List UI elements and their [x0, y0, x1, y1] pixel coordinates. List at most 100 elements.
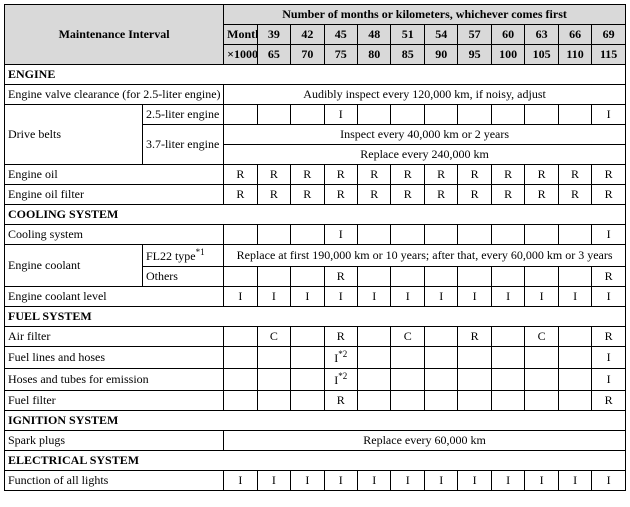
cell: R — [324, 185, 357, 205]
header-km-label: ×1000 km — [224, 45, 257, 65]
header-km: 95 — [458, 45, 491, 65]
cell: R — [257, 165, 290, 185]
header-month: 48 — [358, 25, 391, 45]
cell — [558, 369, 591, 391]
section-electrical: ELECTRICAL SYSTEM — [5, 451, 626, 471]
cell — [424, 267, 457, 287]
cell — [257, 225, 290, 245]
cell — [358, 391, 391, 411]
cell — [391, 391, 424, 411]
cell — [224, 267, 257, 287]
row-engine-coolant-others-label: Others — [142, 267, 223, 287]
cell: R — [558, 165, 591, 185]
cell — [424, 369, 457, 391]
row-engine-oil-filter-label: Engine oil filter — [5, 185, 224, 205]
row-lights-label: Function of all lights — [5, 471, 224, 491]
cell — [391, 347, 424, 369]
cell: I — [324, 225, 357, 245]
row-drive-belts-37-label: 3.7-liter engine — [142, 125, 223, 165]
cell — [291, 225, 324, 245]
cell — [458, 391, 491, 411]
section-ignition: IGNITION SYSTEM — [5, 411, 626, 431]
cell: I*2 — [324, 347, 357, 369]
cell — [424, 391, 457, 411]
cell: R — [224, 165, 257, 185]
cell: R — [257, 185, 290, 205]
cell — [558, 267, 591, 287]
header-km: 75 — [324, 45, 357, 65]
row-valve-clearance-label: Engine valve clearance (for 2.5-liter en… — [5, 85, 224, 105]
header-km: 65 — [257, 45, 290, 65]
cell — [257, 347, 290, 369]
cell: I — [358, 471, 391, 491]
header-month: 45 — [324, 25, 357, 45]
cell — [391, 267, 424, 287]
cell — [424, 347, 457, 369]
cell: R — [458, 185, 491, 205]
header-month: 39 — [257, 25, 290, 45]
cell — [458, 225, 491, 245]
cell — [391, 369, 424, 391]
cell: I — [291, 287, 324, 307]
cell — [491, 391, 524, 411]
row-hoses-emission-label: Hoses and tubes for emission — [5, 369, 224, 391]
cell: R — [525, 185, 558, 205]
row-engine-oil-label: Engine oil — [5, 165, 224, 185]
cell: I — [224, 471, 257, 491]
cell: R — [391, 185, 424, 205]
header-km: 105 — [525, 45, 558, 65]
cell: I — [592, 225, 626, 245]
cell: R — [592, 185, 626, 205]
row-air-filter-label: Air filter — [5, 327, 224, 347]
cell: R — [291, 185, 324, 205]
cell: I — [458, 471, 491, 491]
row-spark-plugs-label: Spark plugs — [5, 431, 224, 451]
maintenance-table: Maintenance Interval Number of months or… — [4, 4, 626, 491]
row-coolant-level-label: Engine coolant level — [5, 287, 224, 307]
cell — [525, 369, 558, 391]
cell — [525, 225, 558, 245]
cell: I — [458, 287, 491, 307]
cell — [525, 391, 558, 411]
cell — [424, 105, 457, 125]
cell — [224, 327, 257, 347]
row-spark-plugs-note: Replace every 60,000 km — [224, 431, 626, 451]
section-engine: ENGINE — [5, 65, 626, 85]
section-fuel: FUEL SYSTEM — [5, 307, 626, 327]
cell: I — [592, 105, 626, 125]
cell: I — [391, 287, 424, 307]
cell — [424, 327, 457, 347]
cell — [558, 391, 591, 411]
cell — [458, 105, 491, 125]
cell: R — [558, 185, 591, 205]
cell: I — [324, 105, 357, 125]
cell: I — [224, 287, 257, 307]
row-engine-coolant-fl22-note: Replace at first 190,000 km or 10 years;… — [224, 245, 626, 267]
cell — [291, 327, 324, 347]
row-drive-belts-25-label: 2.5-liter engine — [142, 105, 223, 125]
cell: I — [525, 287, 558, 307]
cell: I — [324, 471, 357, 491]
cell — [358, 225, 391, 245]
cell — [525, 347, 558, 369]
cell: R — [358, 185, 391, 205]
cell: I — [291, 471, 324, 491]
cell — [558, 225, 591, 245]
header-month: 69 — [592, 25, 626, 45]
cell: I — [491, 471, 524, 491]
cell: R — [324, 165, 357, 185]
cell — [291, 267, 324, 287]
cell: R — [391, 165, 424, 185]
cell — [358, 267, 391, 287]
row-fuel-filter-label: Fuel filter — [5, 391, 224, 411]
header-month: 51 — [391, 25, 424, 45]
cell: R — [324, 327, 357, 347]
cell: R — [424, 165, 457, 185]
cell: I — [324, 287, 357, 307]
cell: I — [592, 369, 626, 391]
header-month: 57 — [458, 25, 491, 45]
cell — [224, 347, 257, 369]
cell — [291, 369, 324, 391]
cell — [224, 369, 257, 391]
cell: I — [525, 471, 558, 491]
